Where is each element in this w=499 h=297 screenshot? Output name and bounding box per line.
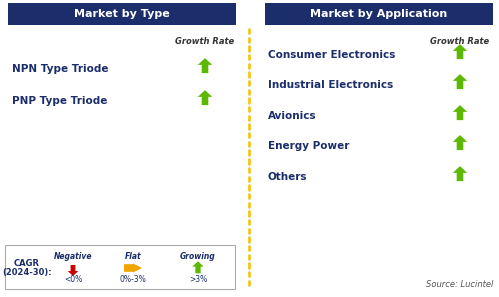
Text: Source: Lucintel: Source: Lucintel xyxy=(426,280,493,289)
Text: Others: Others xyxy=(268,172,307,182)
Text: NPN Type Triode: NPN Type Triode xyxy=(12,64,108,74)
Text: Growth Rate: Growth Rate xyxy=(431,37,490,46)
Polygon shape xyxy=(124,263,142,273)
Text: Market by Type: Market by Type xyxy=(74,9,170,19)
Polygon shape xyxy=(453,105,467,120)
Polygon shape xyxy=(453,44,467,59)
Polygon shape xyxy=(192,261,204,273)
Text: Avionics: Avionics xyxy=(268,111,317,121)
Text: Consumer Electronics: Consumer Electronics xyxy=(268,50,395,60)
Polygon shape xyxy=(68,265,78,276)
Text: CAGR: CAGR xyxy=(14,258,40,268)
Polygon shape xyxy=(198,90,212,105)
Text: Negative: Negative xyxy=(54,252,92,261)
Bar xyxy=(5,245,235,289)
Polygon shape xyxy=(453,135,467,150)
Text: 0%-3%: 0%-3% xyxy=(120,275,146,284)
Text: >3%: >3% xyxy=(189,275,207,284)
Text: Industrial Electronics: Industrial Electronics xyxy=(268,80,393,90)
Text: Market by Application: Market by Application xyxy=(310,9,448,19)
Polygon shape xyxy=(453,74,467,89)
Text: Energy Power: Energy Power xyxy=(268,141,349,151)
Text: Growing: Growing xyxy=(180,252,216,261)
Polygon shape xyxy=(198,58,212,73)
Bar xyxy=(265,3,493,25)
Polygon shape xyxy=(453,166,467,181)
Text: Growth Rate: Growth Rate xyxy=(176,37,235,46)
Text: <0%: <0% xyxy=(64,275,82,284)
Text: Flat: Flat xyxy=(125,252,141,261)
Text: PNP Type Triode: PNP Type Triode xyxy=(12,96,107,106)
Bar xyxy=(8,3,236,25)
Text: (2024-30):: (2024-30): xyxy=(2,268,52,277)
